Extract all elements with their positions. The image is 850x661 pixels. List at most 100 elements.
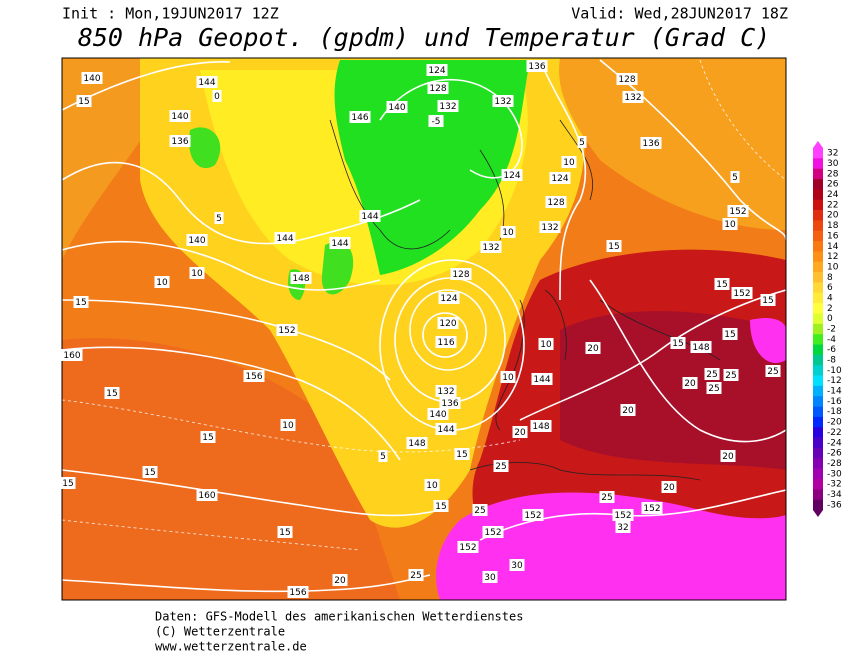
contour-label: 148 — [408, 439, 425, 449]
contour-label: 15 — [144, 468, 155, 478]
contour-label: 144 — [276, 234, 293, 244]
colorbar-label: 12 — [827, 252, 838, 262]
label-box — [450, 268, 472, 280]
contour-label: 144 — [331, 239, 348, 249]
contour-label: 20 — [587, 344, 599, 354]
colorbar-label: -36 — [827, 500, 842, 510]
contour-label: 128 — [429, 84, 446, 94]
colorbar-label: -8 — [827, 356, 836, 366]
contour-label: 15 — [78, 97, 89, 107]
contour-label: 152 — [729, 207, 746, 217]
map-frame — [61, 57, 787, 601]
colorbar-swatch — [813, 313, 823, 325]
label-box — [641, 502, 663, 514]
label-box — [531, 373, 553, 385]
label-box — [616, 73, 638, 85]
colorbar-swatch — [813, 416, 823, 428]
colorbar-label: -10 — [827, 366, 842, 376]
label-box — [214, 212, 224, 224]
label-box — [670, 337, 686, 349]
label-box — [169, 135, 191, 147]
contour-label: 128 — [547, 198, 564, 208]
colorbar-label: 24 — [827, 190, 839, 200]
label-box — [501, 169, 523, 181]
label-box — [706, 382, 722, 394]
colorbar-swatch — [813, 375, 823, 387]
label-box — [530, 420, 552, 432]
colorbar-swatch — [813, 168, 823, 180]
label-box — [538, 338, 554, 350]
contour-label: 25 — [708, 384, 719, 394]
map-title: 850 hPa Geopot. (gpdm) und Temperatur (G… — [78, 23, 770, 52]
label-box — [189, 267, 205, 279]
label-box — [196, 489, 218, 501]
contour-label: 5 — [579, 138, 585, 148]
contour-label: 10 — [191, 269, 203, 279]
label-box — [280, 419, 296, 431]
contour-label: 116 — [437, 338, 454, 348]
label-box — [661, 481, 677, 493]
contour-label: 144 — [198, 78, 215, 88]
label-box — [482, 526, 504, 538]
label-box — [727, 205, 749, 217]
init-time: Init : Mon,19JUN2017 12Z — [62, 5, 279, 23]
colorbar-swatch — [813, 406, 823, 418]
website: www.wetterzentrale.de — [155, 640, 307, 654]
contour-label: 15 — [279, 528, 290, 538]
colorbar-swatch — [813, 365, 823, 376]
contour-label: 20 — [663, 483, 675, 493]
label-box — [723, 369, 739, 381]
contour-label: 15 — [608, 242, 619, 252]
contour-label: 32 — [617, 523, 628, 533]
colorbar-label: -6 — [827, 345, 836, 355]
label-box — [640, 137, 662, 149]
contour-label: 25 — [767, 367, 778, 377]
contour-label: 152 — [524, 511, 541, 521]
label-box — [539, 221, 561, 233]
colorbar-swatch — [813, 437, 823, 449]
label-box — [492, 95, 514, 107]
contour-label: 140 — [429, 410, 446, 420]
contour-label: 0 — [214, 92, 220, 102]
label-box — [73, 296, 89, 308]
contour-label: 136 — [441, 399, 458, 409]
label-box — [599, 491, 615, 503]
contour-label: 124 — [428, 66, 445, 76]
colorbar-label: -12 — [827, 376, 842, 386]
label-box — [287, 586, 309, 598]
label-box — [76, 95, 92, 107]
label-box — [435, 385, 457, 397]
contour-label: 152 — [459, 543, 476, 553]
contour-label: 140 — [171, 112, 188, 122]
label-box — [731, 287, 753, 299]
valid-time: Valid: Wed,28JUN2017 18Z — [571, 5, 788, 23]
contour-label: 15 — [435, 502, 446, 512]
contour-label: 144 — [437, 425, 454, 435]
contour-label: 15 — [716, 280, 727, 290]
colorbar-swatch — [813, 282, 823, 294]
contour-label: 15 — [75, 298, 86, 308]
contour-label: 10 — [563, 158, 575, 168]
colorbar-label: 20 — [827, 211, 839, 221]
colorbar-swatch — [813, 210, 823, 221]
label-box — [81, 72, 103, 84]
colorbar-label: -14 — [827, 387, 842, 397]
contour-label: 10 — [540, 340, 552, 350]
label-box — [690, 341, 712, 353]
label-box — [765, 365, 781, 377]
label-box — [329, 237, 351, 249]
colorbar-label: 0 — [827, 314, 833, 324]
label-box — [472, 504, 488, 516]
label-box — [720, 450, 736, 462]
colorbar-label: -4 — [827, 335, 836, 345]
label-box — [615, 521, 631, 533]
label-box — [386, 101, 408, 113]
contour-label: 20 — [622, 406, 634, 416]
contour-label: 136 — [171, 137, 188, 147]
label-box — [606, 240, 622, 252]
contour-label: 160 — [63, 351, 80, 361]
colorbar-swatch — [813, 220, 823, 232]
contour-label: 128 — [618, 75, 635, 85]
contour-label: 10 — [724, 220, 736, 230]
